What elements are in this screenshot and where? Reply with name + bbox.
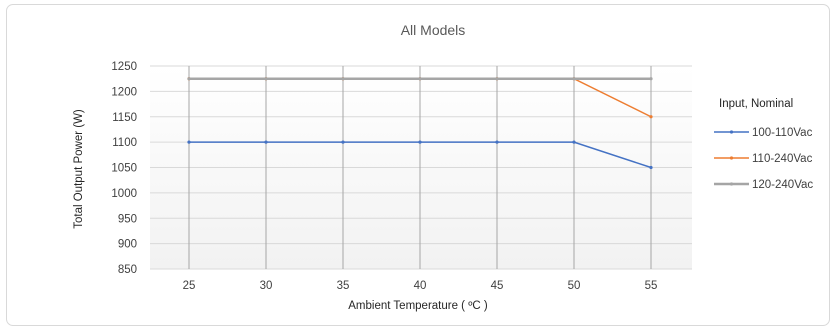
legend-label: 100-110Vac	[752, 127, 813, 139]
legend-marker-100-110Vac	[729, 130, 734, 134]
y-tick-label: 1050	[111, 163, 137, 175]
legend-label: 110-240Vac	[752, 153, 813, 165]
legend-marker-120-240Vac	[729, 182, 734, 186]
x-tick-label: 55	[645, 280, 658, 292]
data-point-100-110Vac-50	[572, 140, 576, 144]
y-axis-label: Total Output Power (W)	[73, 109, 85, 229]
y-tick-label: 950	[118, 213, 137, 225]
legend: 100-110Vac 110-240Vac 120-240Vac	[714, 127, 813, 191]
data-point-110-240Vac-55	[649, 115, 653, 119]
data-point-120-240Vac-30	[264, 77, 268, 81]
y-tick-label: 850	[118, 264, 137, 276]
y-tick-label: 900	[118, 239, 137, 251]
legend-label: 120-240Vac	[752, 179, 813, 191]
y-axis-ticks: 850 900 950 1000 1050 1100 1150 1200 1250	[111, 61, 137, 276]
y-tick-label: 1100	[112, 137, 137, 149]
y-tick-label: 1150	[112, 112, 137, 124]
data-point-120-240Vac-45	[495, 77, 499, 81]
x-tick-label: 25	[183, 280, 196, 292]
y-tick-label: 1250	[111, 61, 137, 73]
data-point-100-110Vac-55	[649, 165, 653, 170]
x-tick-label: 40	[414, 280, 427, 292]
data-point-100-110Vac-25	[187, 140, 191, 144]
x-tick-label: 30	[260, 280, 273, 292]
chart-title: All Models	[401, 22, 466, 38]
series-lines	[187, 77, 653, 170]
data-point-100-110Vac-45	[495, 140, 499, 144]
x-tick-label: 50	[568, 280, 581, 292]
data-point-120-240Vac-35	[341, 77, 345, 81]
data-point-120-240Vac-25	[187, 77, 191, 81]
legend-marker-110-240Vac	[729, 156, 734, 160]
legend-title: Input, Nominal	[719, 98, 793, 110]
data-point-100-110Vac-40	[418, 140, 422, 144]
x-axis-ticks: 25 30 35 40 45 50 55	[183, 280, 658, 292]
data-point-100-110Vac-35	[341, 140, 345, 144]
data-point-120-240Vac-40	[418, 77, 422, 81]
x-axis-label: Ambient Temperature ( ºC )	[348, 300, 488, 312]
x-tick-label: 35	[337, 280, 350, 292]
y-tick-label: 1000	[111, 188, 137, 200]
data-point-100-110Vac-30	[264, 140, 268, 144]
data-point-120-240Vac-50	[572, 77, 576, 81]
data-point-120-240Vac-55	[649, 77, 653, 81]
x-tick-label: 45	[491, 280, 504, 292]
y-tick-label: 1200	[111, 86, 137, 98]
